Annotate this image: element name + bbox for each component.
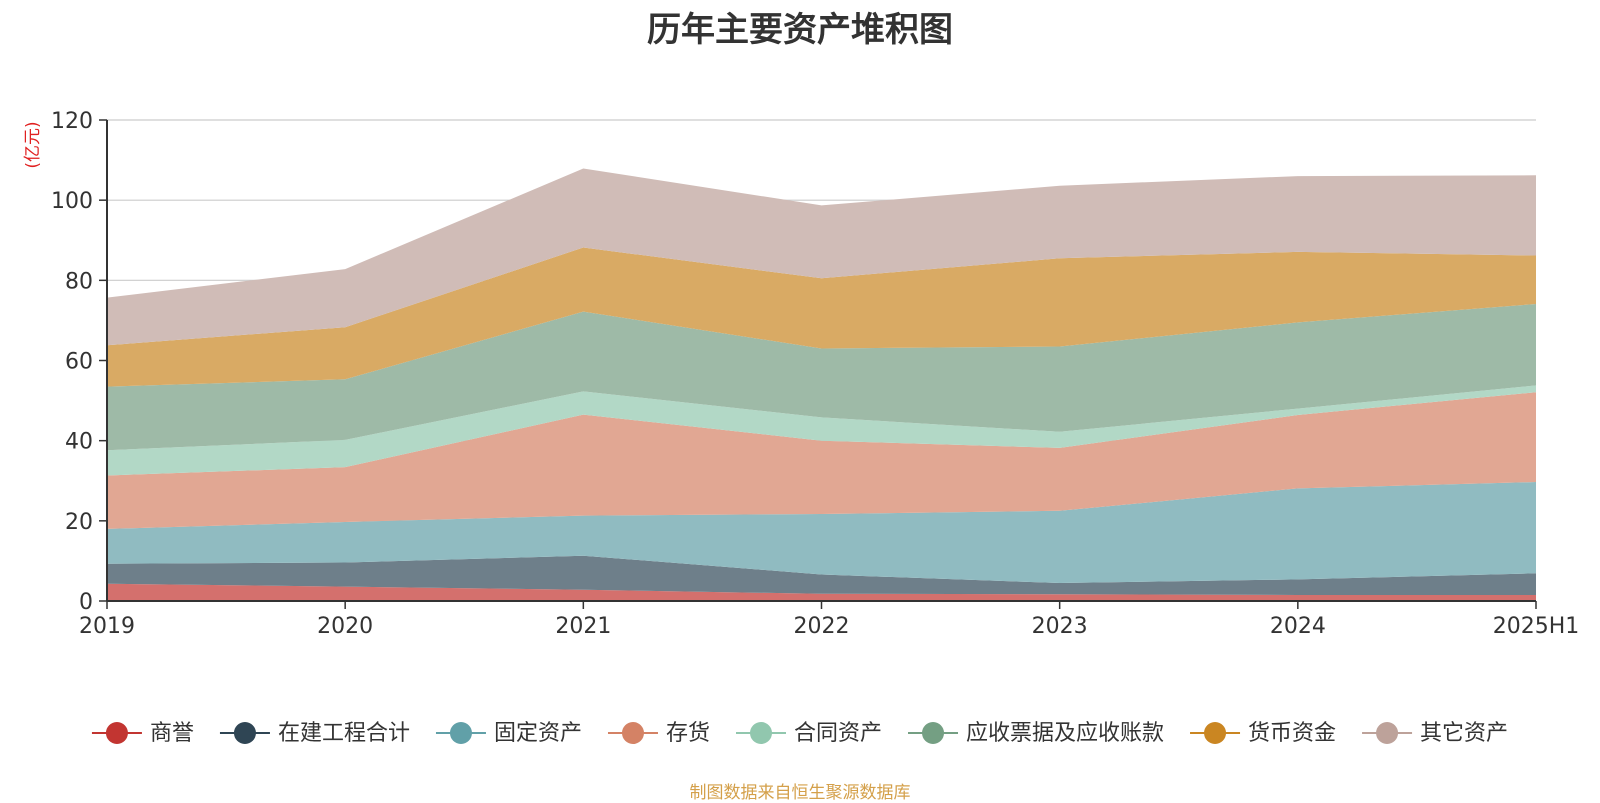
legend-label-存货: 存货 [666, 721, 710, 746]
area-series-layer [107, 168, 1536, 601]
x-tick-label-2023: 2023 [1032, 614, 1088, 639]
y-tick-label-120: 120 [51, 109, 93, 134]
chart-title: 历年主要资产堆积图 [647, 10, 953, 50]
x-tick-label-2025H1: 2025H1 [1493, 614, 1580, 639]
legend-marker-7 [1204, 722, 1227, 744]
legend-marker-4 [621, 722, 644, 744]
area-series-2 [107, 555, 1536, 595]
x-tick-label-2019: 2019 [79, 614, 135, 639]
x-tick-label-2021: 2021 [555, 614, 611, 639]
area-series-1 [107, 583, 1536, 601]
legend-marker-1 [105, 722, 128, 744]
y-axis-unit-label: (亿元) [23, 121, 43, 168]
x-tick-label-2022: 2022 [794, 614, 850, 639]
legend: 商誉 在建工程合计 固定资产 存货 合同资产 应收票据及应收账款 货币资金 其它资产 [91, 721, 1508, 746]
legend-marker-2 [233, 722, 256, 744]
legend-label-应收票据及应收账款: 应收票据及应收账款 [966, 721, 1164, 746]
area-series-6 [107, 304, 1536, 451]
legend-label-其它资产: 其它资产 [1420, 721, 1508, 746]
legend-label-货币资金: 货币资金 [1248, 721, 1336, 746]
legend-marker-3 [449, 722, 472, 744]
y-tick-label-100: 100 [51, 189, 93, 214]
data-source-note: 制图数据来自恒生聚源数据库 [689, 783, 911, 803]
legend-marker-8 [1376, 722, 1399, 744]
area-series-3 [107, 482, 1536, 583]
x-tick-label-2020: 2020 [317, 614, 373, 639]
legend-label-合同资产: 合同资产 [794, 721, 882, 746]
y-tick-label-0: 0 [79, 590, 93, 615]
legend-marker-6 [922, 722, 945, 744]
legend-marker-5 [750, 722, 772, 744]
y-tick-label-60: 60 [65, 350, 93, 375]
axes: 0 20 40 60 80 100 120 2019 2020 2021 2022 2023 2024 2… [51, 109, 1579, 639]
y-tick-label-80: 80 [65, 269, 93, 294]
x-tick-label-2024: 2024 [1270, 614, 1326, 639]
legend-label-在建工程合计: 在建工程合计 [278, 721, 410, 746]
legend-label-固定资产: 固定资产 [494, 721, 582, 746]
area-series-4 [107, 392, 1536, 529]
legend-label-商誉: 商誉 [150, 721, 194, 746]
area-series-8 [107, 168, 1536, 346]
area-series-5 [107, 385, 1536, 476]
y-tick-label-20: 20 [65, 510, 93, 535]
y-tick-label-40: 40 [65, 430, 93, 455]
area-series-7 [107, 247, 1536, 387]
